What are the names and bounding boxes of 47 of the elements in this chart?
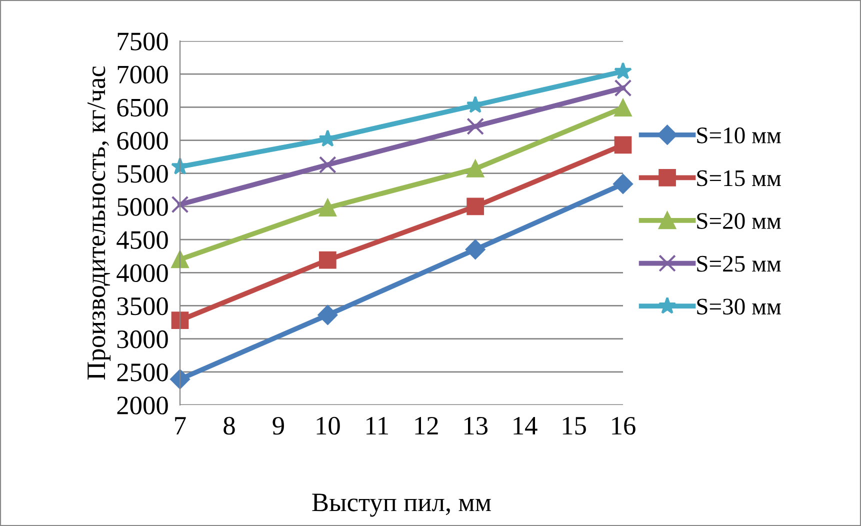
y-tick-label: 2000	[117, 396, 168, 414]
y-tick-label: 5000	[118, 198, 168, 216]
legend-label: S=15 мм	[697, 170, 781, 186]
y-tick-label: 4500	[116, 231, 168, 249]
x-tick-label: 11	[366, 417, 388, 434]
y-tick-label: 5500	[118, 164, 168, 183]
x-tick-label: 14	[514, 417, 538, 434]
y-tick-label: 4000	[116, 264, 168, 282]
x-tick-label: 10	[316, 416, 340, 435]
x-tick-label: 7	[175, 417, 186, 434]
x-tick-label: 16	[612, 416, 636, 435]
y-tick-label: 3500	[117, 297, 168, 316]
y-tick-label: 2500	[117, 364, 168, 382]
y-tick-label: 7500	[118, 32, 168, 50]
y-tick-label: 3000	[117, 330, 168, 348]
x-tick-label: 8	[224, 416, 235, 435]
legend-label: S=30 мм	[697, 298, 781, 315]
legend-label: S=20 мм	[697, 213, 781, 229]
y-tick-label: 7000	[118, 66, 168, 84]
point	[171, 196, 189, 214]
point	[171, 312, 189, 329]
x-axis-title: Выступ пил, мм	[312, 494, 491, 517]
x-tick-label: 9	[272, 416, 284, 435]
point	[318, 199, 336, 216]
legend-label: S=25 мм	[697, 256, 781, 272]
x-tick-label: 12	[415, 416, 438, 434]
point	[614, 79, 632, 97]
point	[613, 174, 633, 194]
legend-label: S=10 мм	[697, 127, 781, 144]
y-tick-label: 6500	[117, 98, 168, 117]
point	[171, 157, 189, 175]
point	[466, 118, 484, 136]
point	[170, 369, 190, 390]
point	[318, 251, 336, 269]
point	[465, 240, 486, 260]
point	[466, 160, 484, 178]
x-tick-label: 15	[562, 417, 586, 435]
point	[318, 156, 336, 174]
point	[171, 250, 189, 268]
x-tick-label: 13	[464, 416, 488, 435]
y-tick-label: 6000	[117, 132, 168, 150]
point	[318, 305, 338, 325]
y-axis-title: Производительность, кг/час	[88, 66, 111, 380]
point	[466, 198, 484, 216]
point	[614, 99, 632, 117]
point	[614, 136, 632, 154]
point	[614, 62, 632, 80]
